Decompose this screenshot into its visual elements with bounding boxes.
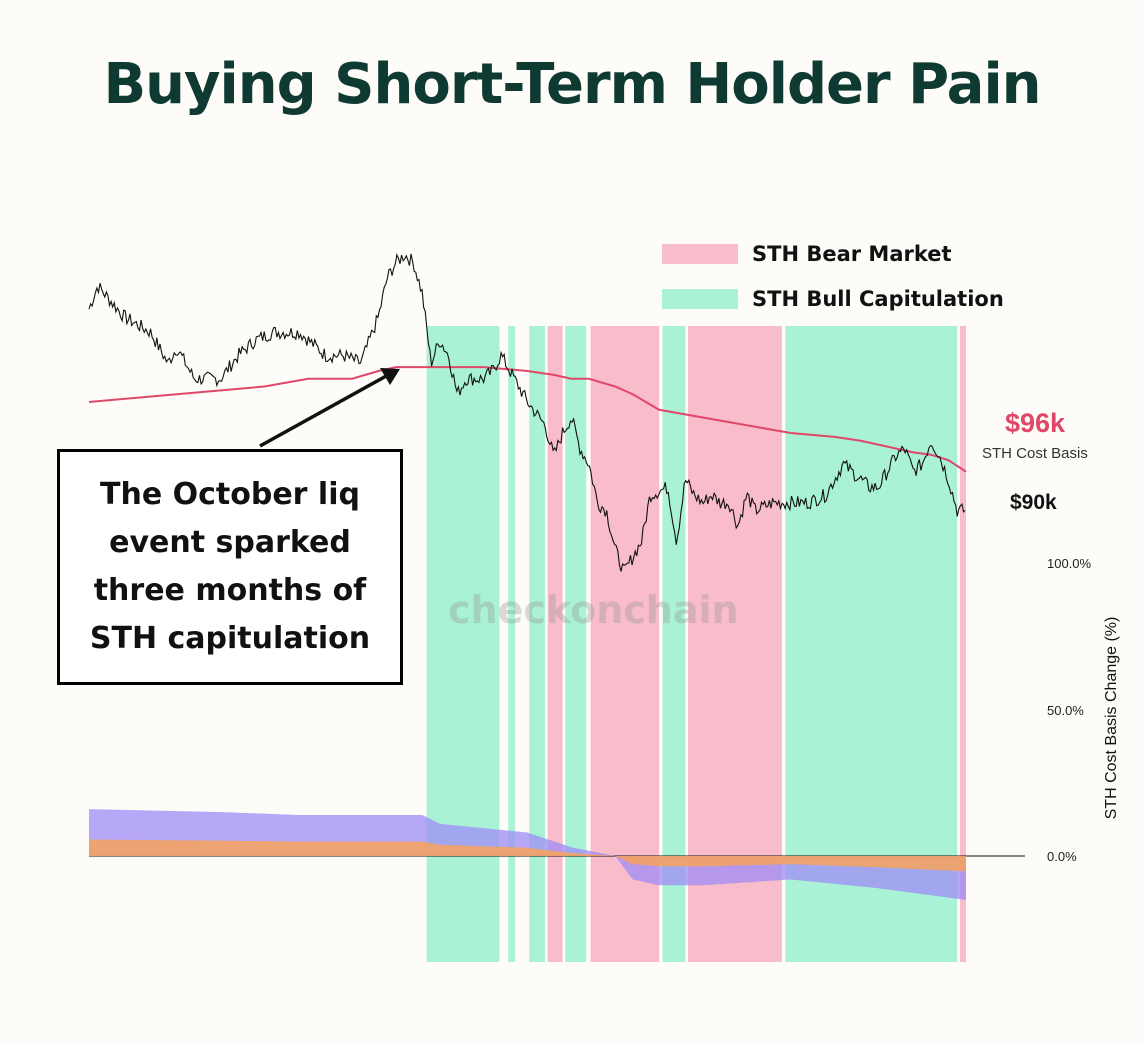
regime-band-bull [529,326,546,962]
y2-tick-0: 0.0% [1047,849,1077,864]
sth-cost-basis-line [88,366,967,473]
chart-title: Buying Short-Term Holder Pain [103,52,1041,117]
callout-arrow [259,373,389,448]
legend-item-bull: STH Bull Capitulation [662,287,1004,311]
regime-band-bear [547,326,563,962]
legend-swatch-bear [662,244,738,264]
regime-band-bull [565,326,587,962]
cost-basis-value-label: $96k [1005,408,1066,438]
regime-band-bull [508,326,516,962]
price-line [88,253,966,572]
regime-band-bear [959,326,966,962]
cost-basis-change-area-2 [89,839,966,872]
regime-band-bull [662,326,686,962]
regime-band-bull [426,326,500,962]
watermark: checkonchain [448,588,739,632]
y2-tick-50: 50.0% [1047,703,1084,718]
price-value-label: $90k [1010,491,1057,514]
legend-label-bear: STH Bear Market [752,242,952,266]
legend-swatch-bull [662,289,738,309]
y2-axis-label: STH Cost Basis Change (%) [1103,616,1120,820]
legend-label-bull: STH Bull Capitulation [752,287,1004,311]
callout-arrowhead [380,368,400,385]
y2-tick-100: 100.0% [1047,556,1092,571]
callout-box: The October liq event sparked three mont… [57,449,403,685]
legend-item-bear: STH Bear Market [662,242,952,266]
callout-text: The October liq event sparked three mont… [89,477,371,656]
cost-basis-caption: STH Cost Basis [982,445,1088,462]
